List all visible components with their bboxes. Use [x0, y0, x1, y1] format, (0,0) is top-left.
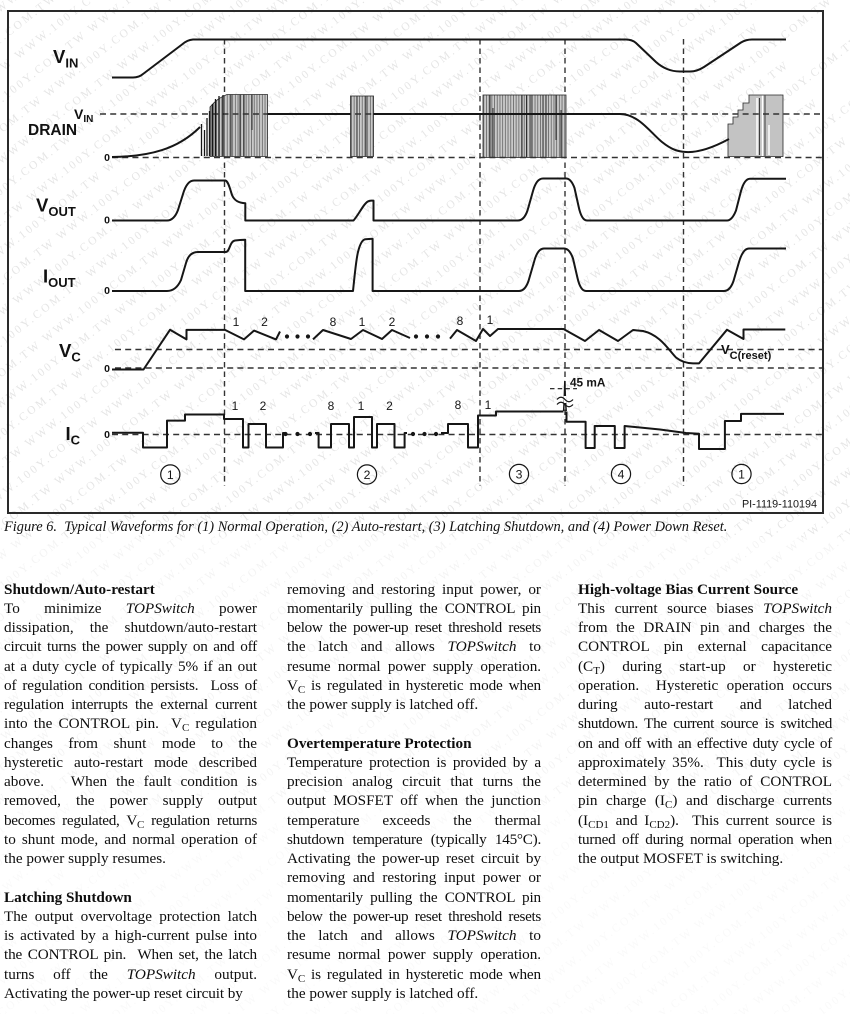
svg-text:1: 1	[167, 468, 174, 482]
svg-text:DRAIN: DRAIN	[28, 122, 77, 139]
svg-text:3: 3	[516, 467, 523, 481]
svg-text:IOUT: IOUT	[43, 266, 76, 291]
svg-text:1: 1	[232, 399, 239, 413]
svg-text:1: 1	[485, 398, 492, 412]
svg-text:PI-1119-110194: PI-1119-110194	[742, 499, 817, 511]
svg-text:8: 8	[455, 398, 462, 412]
svg-text:1: 1	[738, 467, 745, 481]
svg-text:8: 8	[328, 399, 335, 413]
svg-text:45 mA: 45 mA	[570, 376, 606, 390]
svg-text:0: 0	[104, 285, 110, 297]
svg-text:VC(reset): VC(reset)	[721, 342, 772, 362]
svg-text:4: 4	[618, 467, 625, 481]
svg-text:2: 2	[364, 468, 371, 482]
svg-text:0: 0	[104, 152, 110, 164]
svg-text:1: 1	[487, 313, 494, 327]
svg-text:1: 1	[358, 399, 365, 413]
svg-text:VIN: VIN	[53, 46, 78, 71]
svg-text:1: 1	[359, 315, 366, 329]
svg-text:0: 0	[104, 363, 110, 375]
svg-text:VC: VC	[59, 340, 81, 365]
svg-text:0: 0	[104, 429, 110, 441]
svg-text:8: 8	[330, 315, 337, 329]
svg-text:0: 0	[104, 215, 110, 227]
svg-text:2: 2	[260, 399, 267, 413]
svg-text:1: 1	[233, 315, 240, 329]
svg-text:2: 2	[389, 315, 396, 329]
svg-text:VOUT: VOUT	[36, 195, 76, 220]
svg-text:2: 2	[386, 399, 393, 413]
svg-text:2: 2	[261, 315, 268, 329]
svg-text:IC: IC	[66, 423, 81, 448]
svg-text:8: 8	[457, 314, 464, 328]
